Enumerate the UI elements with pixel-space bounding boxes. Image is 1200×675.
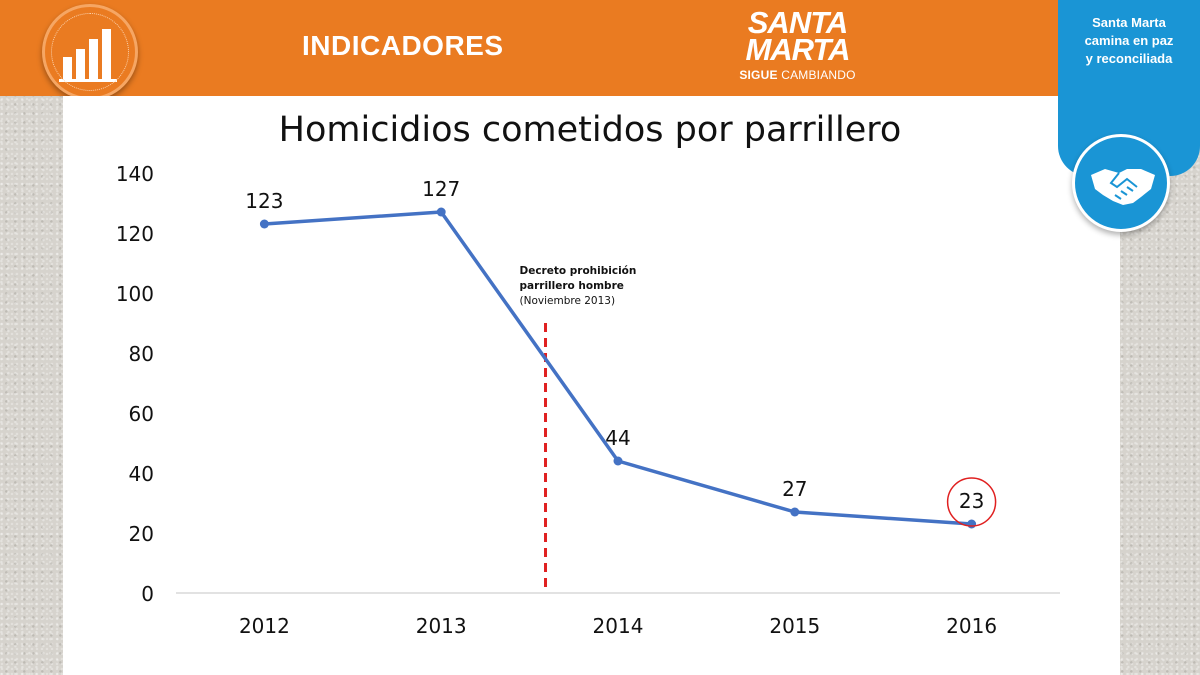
x-tick-label: 2014 [593,614,644,638]
data-point [790,507,800,517]
x-tick-label: 2013 [416,614,467,638]
y-tick-label: 0 [141,582,154,606]
logo-subtitle: SIGUE CAMBIANDO [730,68,865,82]
chart-panel [63,96,1120,675]
logo-line-2: MARTA [745,32,850,67]
data-label: 123 [245,189,283,213]
x-tick-label: 2012 [239,614,290,638]
side-text-line-2: camina en paz [1084,33,1174,48]
y-tick-label: 20 [129,522,154,546]
data-point [613,456,623,466]
annotation-line-2: parrillero hombre [520,280,624,292]
x-tick-label: 2016 [946,614,997,638]
data-label: 127 [422,177,460,201]
y-tick-label: 120 [116,222,154,246]
highlight-circle [946,477,997,527]
data-label: 27 [782,477,807,501]
annotation-line-1: Decreto prohibición [520,265,637,277]
y-tick-label: 80 [129,342,154,366]
chart-title: Homicidios cometidos por parrillero [278,110,902,150]
header-bar [0,0,1200,96]
logo-line-1: SANTA [747,5,848,40]
data-point [259,219,269,229]
data-label: 44 [605,426,630,450]
santa-marta-logo: SANTA MARTA SIGUE CAMBIANDO [730,5,865,86]
y-tick-label: 60 [129,402,154,426]
page-title: INDICADORES [302,30,504,61]
side-text-line-1: Santa Marta [1092,15,1166,30]
indicators-badge [42,4,138,100]
y-tick-label: 100 [116,282,154,306]
series-line [264,210,972,526]
data-point [436,207,446,217]
peace-badge [1072,134,1170,232]
data-label: 23 [959,489,984,513]
y-tick-label: 40 [129,462,154,486]
logo-sub-bold: SIGUE [739,68,778,82]
x-tick-label: 2015 [769,614,820,638]
side-text-line-3: y reconciliada [1085,51,1173,66]
annotation-line-3: (Noviembre 2013) [520,295,616,307]
handshake-icon [1091,169,1155,205]
y-tick-label: 140 [116,162,154,186]
data-point [967,519,977,529]
logo-sub-rest: CAMBIANDO [781,68,856,82]
